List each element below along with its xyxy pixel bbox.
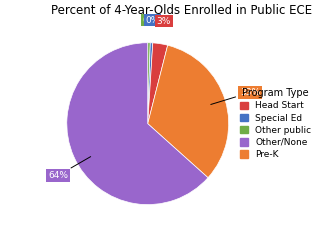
Wedge shape xyxy=(148,45,229,178)
Wedge shape xyxy=(148,43,168,124)
Text: 33%: 33% xyxy=(211,88,260,104)
Text: Percent of 4-Year-Olds Enrolled in Public ECE: Percent of 4-Year-Olds Enrolled in Publi… xyxy=(51,4,312,17)
Text: 0%: 0% xyxy=(142,16,157,25)
Text: 64%: 64% xyxy=(48,157,91,180)
Wedge shape xyxy=(67,43,208,204)
Text: 0%: 0% xyxy=(145,16,160,25)
Legend: Head Start, Special Ed, Other public, Other/None, Pre-K: Head Start, Special Ed, Other public, Ot… xyxy=(237,86,314,162)
Wedge shape xyxy=(148,43,153,124)
Text: 3%: 3% xyxy=(157,17,171,26)
Wedge shape xyxy=(148,43,150,124)
